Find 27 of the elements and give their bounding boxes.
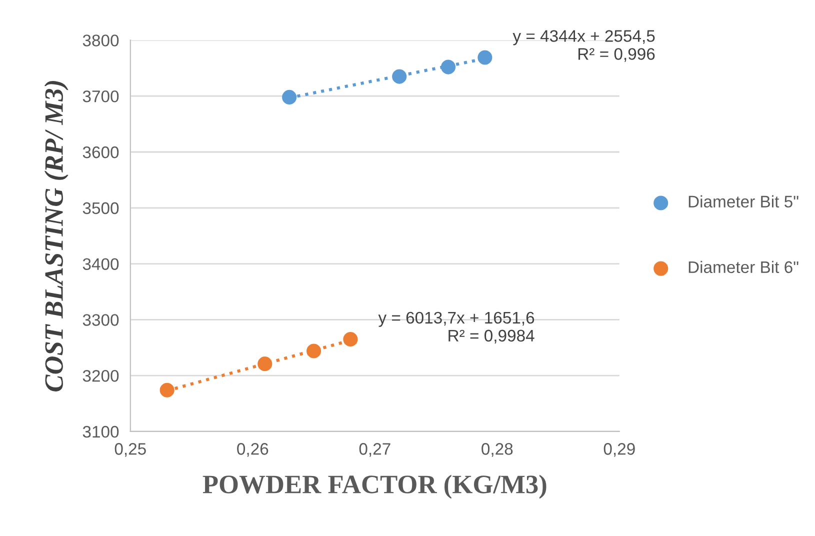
point bbox=[478, 50, 492, 65]
x-tick-label: 0,26 bbox=[237, 443, 268, 457]
y-tick-label: 3100 bbox=[82, 426, 119, 438]
y-tick-label: 3500 bbox=[82, 202, 119, 214]
point bbox=[440, 60, 456, 74]
legend-label: Diameter Bit 5" bbox=[688, 195, 798, 208]
point bbox=[258, 356, 272, 372]
x-tick-label: 0,28 bbox=[482, 443, 513, 457]
y-tick-label: 3300 bbox=[82, 314, 119, 326]
y-axis-title: COST BLASTING (RP/ M3) bbox=[44, 81, 68, 392]
x-tick-label: 0,27 bbox=[359, 443, 390, 457]
legend-label: Diameter Bit 6" bbox=[688, 260, 798, 274]
y-tick-label: 3800 bbox=[82, 34, 119, 46]
point bbox=[343, 332, 358, 347]
point bbox=[306, 344, 322, 358]
point bbox=[160, 382, 174, 398]
point bbox=[392, 69, 407, 84]
annotation: y = 4344x + 2554,5 R² = 0,996 bbox=[512, 30, 655, 62]
point bbox=[282, 90, 297, 104]
x-tick-label: 0,29 bbox=[604, 443, 635, 457]
y-tick-label: 3400 bbox=[82, 258, 119, 270]
x-tick-label: 0,25 bbox=[114, 443, 146, 457]
annotation: y = 6013,7x + 1651,6 R² = 0,9984 bbox=[378, 312, 534, 344]
y-tick-label: 3600 bbox=[82, 146, 119, 158]
y-tick-label: 3700 bbox=[82, 90, 119, 102]
x-axis-title: POWDER FACTOR (KG/M3) bbox=[202, 474, 546, 499]
y-tick-label: 3200 bbox=[82, 370, 119, 382]
